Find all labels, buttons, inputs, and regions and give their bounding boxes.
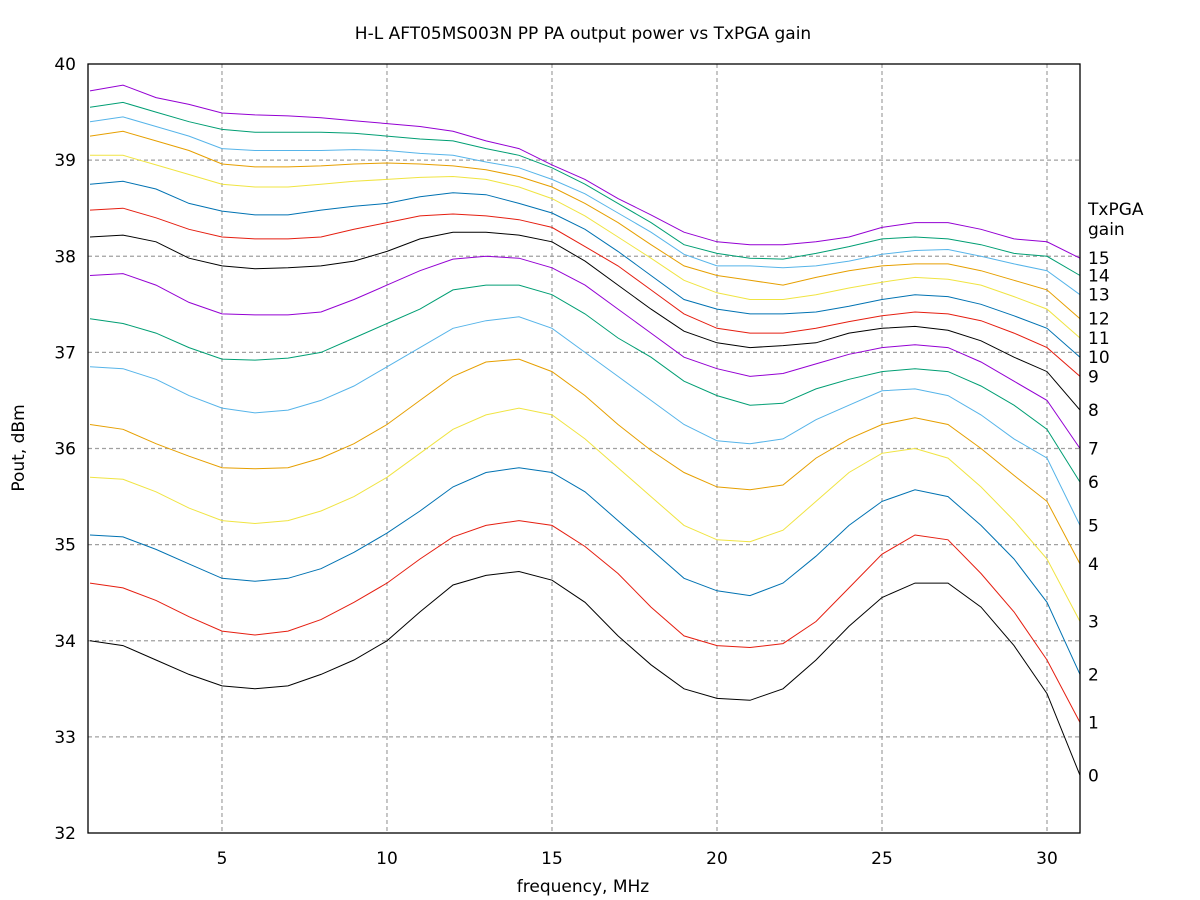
chart-title: H-L AFT05MS003N PP PA output power vs Tx… — [355, 24, 811, 44]
series-label: 2 — [1088, 665, 1099, 685]
series-label: 8 — [1088, 401, 1099, 421]
series-line-gain-5 — [89, 316, 1081, 526]
y-tick-label: 38 — [54, 247, 76, 267]
series-line-gain-0 — [89, 570, 1081, 776]
series-label: 5 — [1088, 516, 1099, 536]
series-lines — [89, 84, 1081, 776]
series-line-gain-6 — [89, 284, 1081, 483]
plot-border — [87, 63, 1081, 834]
series-label: 11 — [1088, 329, 1110, 349]
x-tick-label: 30 — [1036, 849, 1058, 869]
series-label: 9 — [1088, 367, 1099, 387]
series-line-gain-4 — [89, 358, 1081, 565]
tick-labels: 32 33 34 35 36 37 38 39 40 5 10 15 20 25 30 — [54, 55, 1057, 869]
legend-title-line1: TxPGA — [1087, 200, 1144, 220]
series-label: 7 — [1088, 440, 1099, 460]
y-tick-label: 39 — [54, 151, 76, 171]
y-axis-label: Pout, dBm — [9, 404, 29, 491]
y-tick-label: 40 — [54, 55, 76, 75]
series-line-gain-3 — [89, 407, 1081, 622]
series-line-gain-1 — [89, 520, 1081, 723]
series-line-gain-11 — [90, 154, 1081, 339]
series-line-gain-14 — [89, 101, 1081, 276]
y-tick-label: 37 — [54, 343, 76, 363]
series-line-gain-10 — [89, 180, 1081, 358]
series-label: 13 — [1088, 286, 1110, 306]
series-label: 14 — [1088, 266, 1110, 286]
series-line-gain-2 — [89, 467, 1081, 675]
series-line-gain-15 — [89, 84, 1081, 259]
series-label: 10 — [1088, 348, 1110, 368]
y-tick-label: 32 — [54, 824, 76, 844]
series-line-gain-9 — [89, 207, 1081, 377]
series-line-gain-7 — [89, 255, 1081, 449]
series-line-gain-8 — [89, 231, 1081, 411]
series-label: 1 — [1088, 713, 1099, 733]
x-tick-label: 20 — [706, 849, 728, 869]
series-label: 6 — [1088, 473, 1099, 493]
x-tick-label: 10 — [376, 849, 398, 869]
x-tick-label: 25 — [871, 849, 893, 869]
series-label: 4 — [1088, 555, 1099, 575]
series-line-gain-13 — [89, 116, 1081, 296]
series-line-gain-12 — [89, 130, 1081, 320]
y-tick-label: 34 — [54, 632, 76, 652]
x-tick-label: 15 — [541, 849, 563, 869]
y-tick-label: 35 — [54, 536, 76, 556]
y-tick-label: 33 — [54, 728, 76, 748]
series-label: 0 — [1088, 766, 1099, 786]
y-tick-label: 36 — [54, 440, 76, 460]
legend-title-line2: gain — [1088, 220, 1125, 240]
x-axis-label: frequency, MHz — [517, 877, 650, 897]
x-tick-label: 5 — [217, 849, 228, 869]
series-label: 12 — [1088, 310, 1110, 330]
series-label: 3 — [1088, 613, 1099, 633]
series-label: 15 — [1088, 249, 1110, 269]
